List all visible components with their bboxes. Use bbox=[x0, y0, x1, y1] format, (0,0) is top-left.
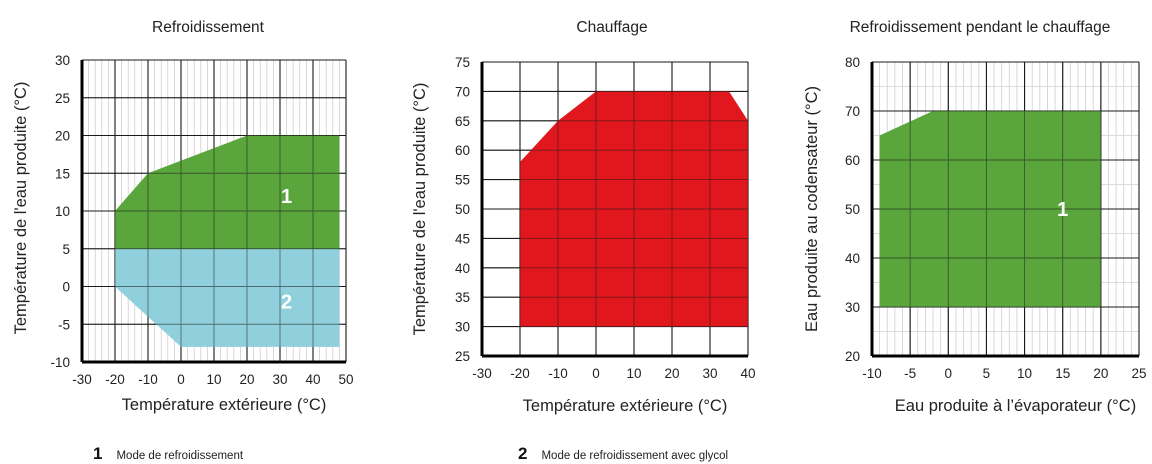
y-axis-label: Température de l'eau produite (°C) bbox=[411, 83, 429, 336]
x-axis-label: Température extérieure (°C) bbox=[122, 396, 327, 414]
x-tick-label: 20 bbox=[664, 366, 679, 381]
y-tick-label: 55 bbox=[455, 173, 470, 188]
x-tick-label: 50 bbox=[338, 372, 353, 387]
x-tick-label: 0 bbox=[945, 366, 953, 381]
x-tick-label: -10 bbox=[548, 366, 568, 381]
x-tick-label: 40 bbox=[305, 372, 320, 387]
y-tick-label: 25 bbox=[455, 349, 470, 364]
x-tick-label: 0 bbox=[177, 372, 185, 387]
legend-number: 1 bbox=[93, 444, 103, 463]
x-tick-label: 15 bbox=[1055, 366, 1070, 381]
x-tick-label: 20 bbox=[239, 372, 254, 387]
y-axis-label: Température de l'eau produite (°C) bbox=[12, 82, 30, 335]
region-2 bbox=[115, 248, 340, 347]
x-tick-label: 20 bbox=[1093, 366, 1108, 381]
legend-text: Mode de refroidissement bbox=[116, 450, 244, 462]
x-tick-label: 10 bbox=[1017, 366, 1032, 381]
y-axis-label: Eau produite au codensateur (°C) bbox=[803, 86, 821, 332]
y-tick-label: 65 bbox=[455, 114, 470, 129]
x-tick-label: 0 bbox=[592, 366, 600, 381]
region-label: 1 bbox=[281, 186, 292, 208]
legend-item-1: 1 Mode de refroidissement bbox=[93, 444, 243, 464]
y-tick-label: 30 bbox=[845, 300, 860, 315]
region-label: 1 bbox=[1057, 199, 1068, 221]
y-tick-label: 15 bbox=[55, 166, 70, 181]
x-tick-label: -10 bbox=[862, 366, 882, 381]
grid-overlay bbox=[871, 61, 1140, 357]
x-tick-label: -30 bbox=[72, 372, 92, 387]
y-tick-label: 35 bbox=[455, 290, 470, 305]
y-tick-label: 45 bbox=[455, 231, 470, 246]
legend-text: Mode de refroidissement avec glycol bbox=[541, 450, 729, 462]
y-tick-label: 50 bbox=[455, 202, 470, 217]
y-tick-label: 20 bbox=[845, 349, 860, 364]
x-tick-label: 40 bbox=[740, 366, 755, 381]
y-tick-label: 0 bbox=[62, 280, 70, 295]
y-tick-label: -5 bbox=[58, 317, 70, 332]
chart-title: Refroidissement pendant le chauffage bbox=[850, 19, 1111, 36]
chart-title: Chauffage bbox=[576, 19, 647, 36]
y-tick-label: 80 bbox=[845, 55, 860, 70]
x-axis-label: Température extérieure (°C) bbox=[523, 397, 728, 415]
region-label: 2 bbox=[281, 292, 292, 314]
y-tick-label: 70 bbox=[845, 104, 860, 119]
x-axis-label: Eau produite à l’évaporateur (°C) bbox=[895, 397, 1136, 415]
y-tick-label: 20 bbox=[55, 129, 70, 144]
x-tick-label: -20 bbox=[105, 372, 125, 387]
y-tick-label: 40 bbox=[845, 251, 860, 266]
y-tick-label: 5 bbox=[62, 242, 70, 257]
chart-1: -30 -20 -10 0 10 20 30 40 50 -10 -5 0 5 10 15 20 25 30 Ref… bbox=[12, 19, 354, 414]
y-tick-label: 40 bbox=[455, 261, 470, 276]
y-tick-label: 60 bbox=[845, 153, 860, 168]
x-tick-label: 25 bbox=[1131, 366, 1146, 381]
x-tick-label: 30 bbox=[272, 372, 287, 387]
x-tick-label: -20 bbox=[510, 366, 530, 381]
x-tick-label: -30 bbox=[472, 366, 492, 381]
y-tick-label: 25 bbox=[55, 91, 70, 106]
x-tick-label: -10 bbox=[138, 372, 158, 387]
y-tick-label: 30 bbox=[55, 53, 70, 68]
x-tick-label: 10 bbox=[206, 372, 221, 387]
y-tick-label: 30 bbox=[455, 320, 470, 335]
y-tick-label: 50 bbox=[845, 202, 860, 217]
y-tick-label: -10 bbox=[50, 355, 70, 370]
x-tick-label: -5 bbox=[904, 366, 916, 381]
region-1 bbox=[115, 135, 340, 249]
x-tick-label: 5 bbox=[983, 366, 991, 381]
y-tick-label: 10 bbox=[55, 204, 70, 219]
y-tick-label: 70 bbox=[455, 84, 470, 99]
legend-number: 2 bbox=[518, 444, 528, 463]
y-tick-label: 75 bbox=[455, 55, 470, 70]
y-tick-label: 60 bbox=[455, 143, 470, 158]
x-tick-label: 10 bbox=[626, 366, 641, 381]
chart-2: -30 -20 -10 0 10 20 30 40 25 30 35 40 45 50 55 60 65 70 75… bbox=[411, 19, 756, 415]
legend-item-2: 2 Mode de refroidissement avec glycol bbox=[518, 444, 728, 464]
chart-3: -10 -5 0 5 10 15 20 25 20 30 40 50 60 70 80 Refroidisse… bbox=[803, 19, 1147, 415]
x-tick-label: 30 bbox=[702, 366, 717, 381]
chart-title: Refroidissement bbox=[152, 19, 265, 36]
